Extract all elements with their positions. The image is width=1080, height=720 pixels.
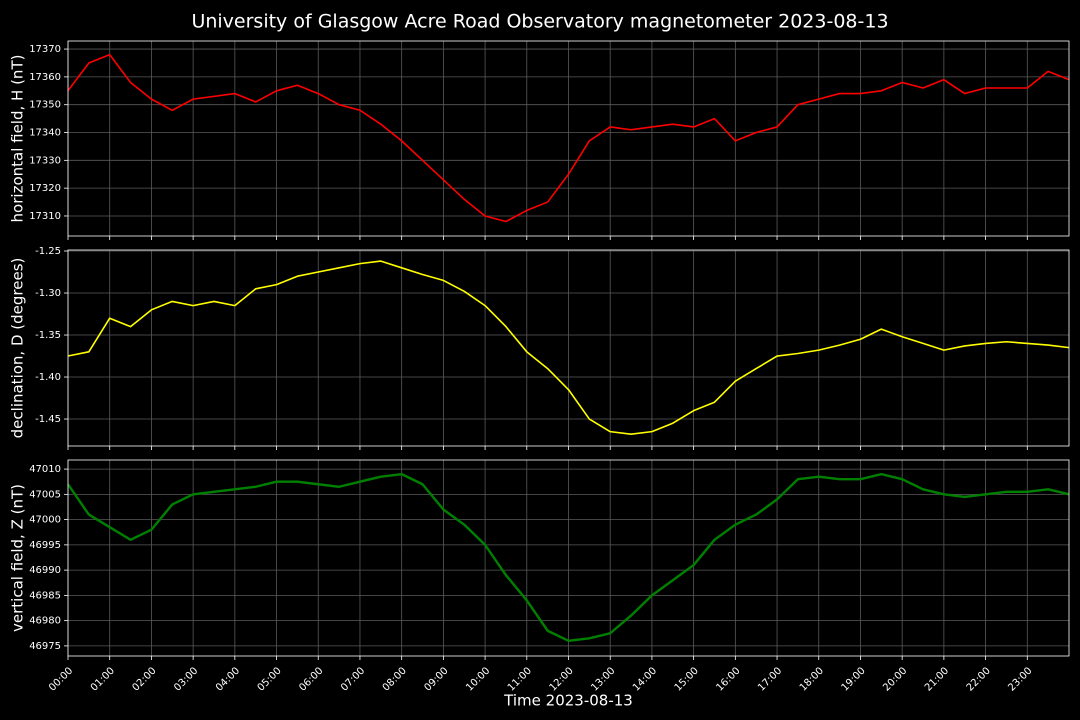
y-tick-label: 17360: [29, 72, 61, 83]
x-axis-label: Time 2023-08-13: [503, 692, 633, 710]
data-line: [67, 260, 1070, 435]
y-tick-label: 46990: [29, 565, 61, 576]
y-tick-label: -1.40: [35, 372, 61, 383]
axes-frame: [67, 40, 1070, 237]
y-tick-label: -1.25: [35, 246, 61, 257]
y-tick-label: 17320: [29, 183, 61, 194]
y-tick-label: -1.35: [35, 330, 61, 341]
y-axis-label: vertical field, Z (nT): [9, 484, 27, 632]
chart-title: University of Glasgow Acre Road Observat…: [191, 11, 888, 33]
data-line: [67, 53, 1070, 223]
axes-frame: [67, 459, 1070, 657]
y-tick-label: 47010: [29, 464, 61, 475]
y-tick-label: 47005: [29, 489, 61, 500]
y-tick-label: -1.30: [35, 288, 61, 299]
axes-frame: [67, 249, 1070, 447]
y-tick-label: -1.45: [35, 414, 61, 425]
y-tick-label: 17310: [29, 211, 61, 222]
y-axis-label: horizontal field, H (nT): [9, 55, 27, 223]
y-tick-label: 46980: [29, 616, 61, 627]
y-tick-label: 17340: [29, 128, 61, 139]
y-tick-label: 46995: [29, 540, 61, 551]
y-tick-label: 46985: [29, 590, 61, 601]
y-tick-label: 46975: [29, 641, 61, 652]
y-tick-label: 17330: [29, 155, 61, 166]
data-line: [67, 472, 1070, 643]
y-tick-label: 17350: [29, 100, 61, 111]
y-tick-label: 47000: [29, 515, 61, 526]
y-axis-label: declination, D (degrees): [9, 258, 27, 439]
y-tick-label: 17370: [29, 44, 61, 55]
